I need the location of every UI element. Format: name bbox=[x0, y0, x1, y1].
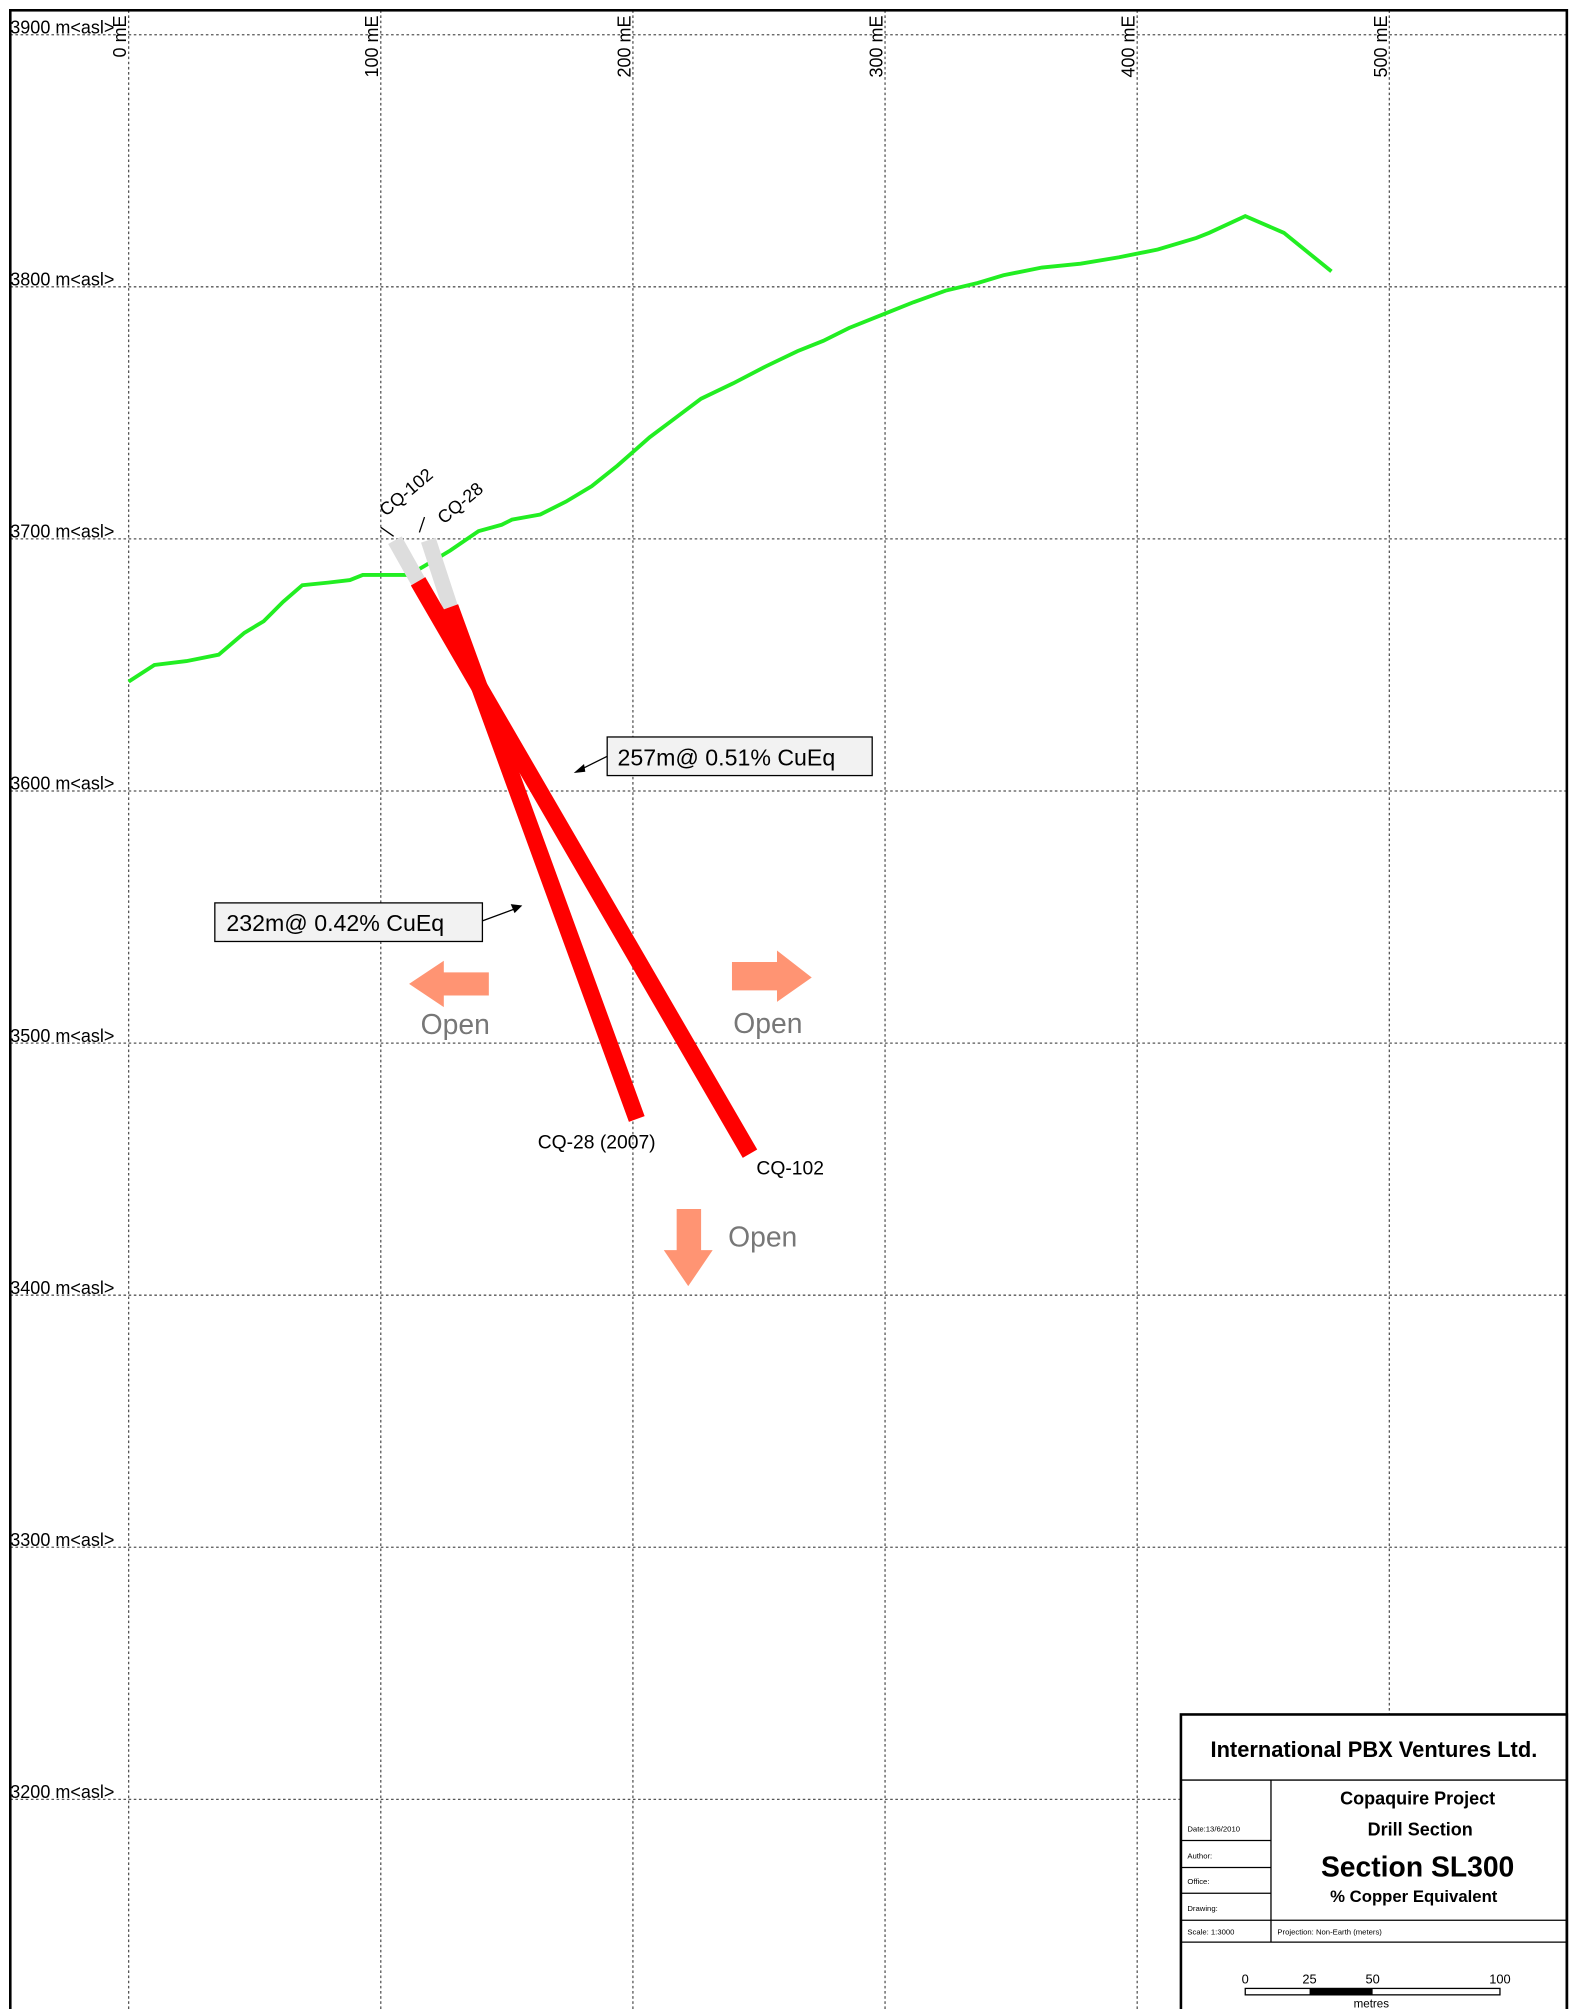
description: % Copper Equivalent bbox=[1330, 1887, 1498, 1906]
scale-unit: metres bbox=[1354, 1999, 1390, 2009]
grid: 3900 m<asl> 3800 m<asl> 3700 m<asl> 3600 m<… bbox=[10, 10, 1567, 2009]
scale-bar bbox=[1309, 1988, 1373, 1995]
hole-label: CQ-28 (2007) bbox=[538, 1133, 656, 1154]
leader bbox=[418, 516, 426, 533]
easting-label: 200 mE bbox=[614, 15, 634, 77]
leader bbox=[380, 526, 395, 537]
elevation-label: 3600 m<asl> bbox=[10, 774, 114, 794]
open-label: Open bbox=[421, 1008, 490, 1040]
scale: Scale: 1:3000 bbox=[1187, 1927, 1234, 1936]
drill-hole bbox=[442, 604, 645, 1122]
easting-label: 300 mE bbox=[866, 15, 886, 77]
projection: Projection: Non-Earth (meters) bbox=[1277, 1927, 1382, 1936]
author: Author: bbox=[1187, 1852, 1212, 1861]
scale-label: 50 bbox=[1365, 1971, 1379, 1986]
open-label: Open bbox=[728, 1220, 797, 1252]
annotation: 257m@ 0.51% CuEq bbox=[617, 744, 835, 770]
annotation: 232m@ 0.42% CuEq bbox=[226, 910, 444, 936]
annotation-box bbox=[214, 902, 484, 943]
easting-label: 0 mE bbox=[110, 15, 130, 57]
easting-label: 400 mE bbox=[1119, 15, 1139, 77]
hole-precollar bbox=[421, 537, 458, 610]
open-arrow bbox=[731, 950, 812, 1002]
project: Copaquire Project bbox=[1340, 1789, 1495, 1809]
office: Office: bbox=[1187, 1877, 1209, 1886]
frame bbox=[9, 9, 1569, 2009]
elevation-label: 3400 m<asl> bbox=[10, 1278, 114, 1298]
elevation-label: 3200 m<asl> bbox=[10, 1782, 114, 1802]
topography bbox=[127, 213, 1333, 684]
company: International PBX Ventures Ltd. bbox=[1211, 1737, 1538, 1762]
open-arrow bbox=[409, 960, 489, 1008]
elevation-label: 3700 m<asl> bbox=[10, 522, 114, 542]
easting-label: 500 mE bbox=[1371, 15, 1391, 77]
section: Section SL300 bbox=[1321, 1851, 1514, 1883]
open-label: Open bbox=[733, 1007, 802, 1039]
subtitle: Drill Section bbox=[1368, 1819, 1473, 1839]
annotation-box bbox=[606, 736, 873, 777]
easting-label: 100 mE bbox=[362, 15, 382, 77]
elevation-label: 3500 m<asl> bbox=[10, 1026, 114, 1046]
date: Date:13/6/2010 bbox=[1187, 1825, 1240, 1834]
scale-label: 100 bbox=[1489, 1971, 1510, 1986]
elevation-label: 3900 m<asl> bbox=[10, 17, 114, 37]
title-frame bbox=[1179, 1713, 1569, 2009]
elevation-label: 3300 m<asl> bbox=[10, 1530, 114, 1550]
drawing: Drawing: bbox=[1187, 1904, 1217, 1913]
title-block: International PBX Ventures Ltd. Copaquir… bbox=[1179, 1713, 1569, 2009]
hole-label: CQ-102 bbox=[756, 1158, 824, 1179]
scale-label: 0 bbox=[1242, 1971, 1249, 1986]
hole-precollar bbox=[388, 536, 425, 586]
arrowhead bbox=[573, 763, 586, 773]
scale-label: 25 bbox=[1302, 1971, 1316, 1986]
elevation-label: 3800 m<asl> bbox=[10, 270, 114, 290]
leader bbox=[482, 907, 518, 922]
open-arrow bbox=[663, 1209, 713, 1287]
